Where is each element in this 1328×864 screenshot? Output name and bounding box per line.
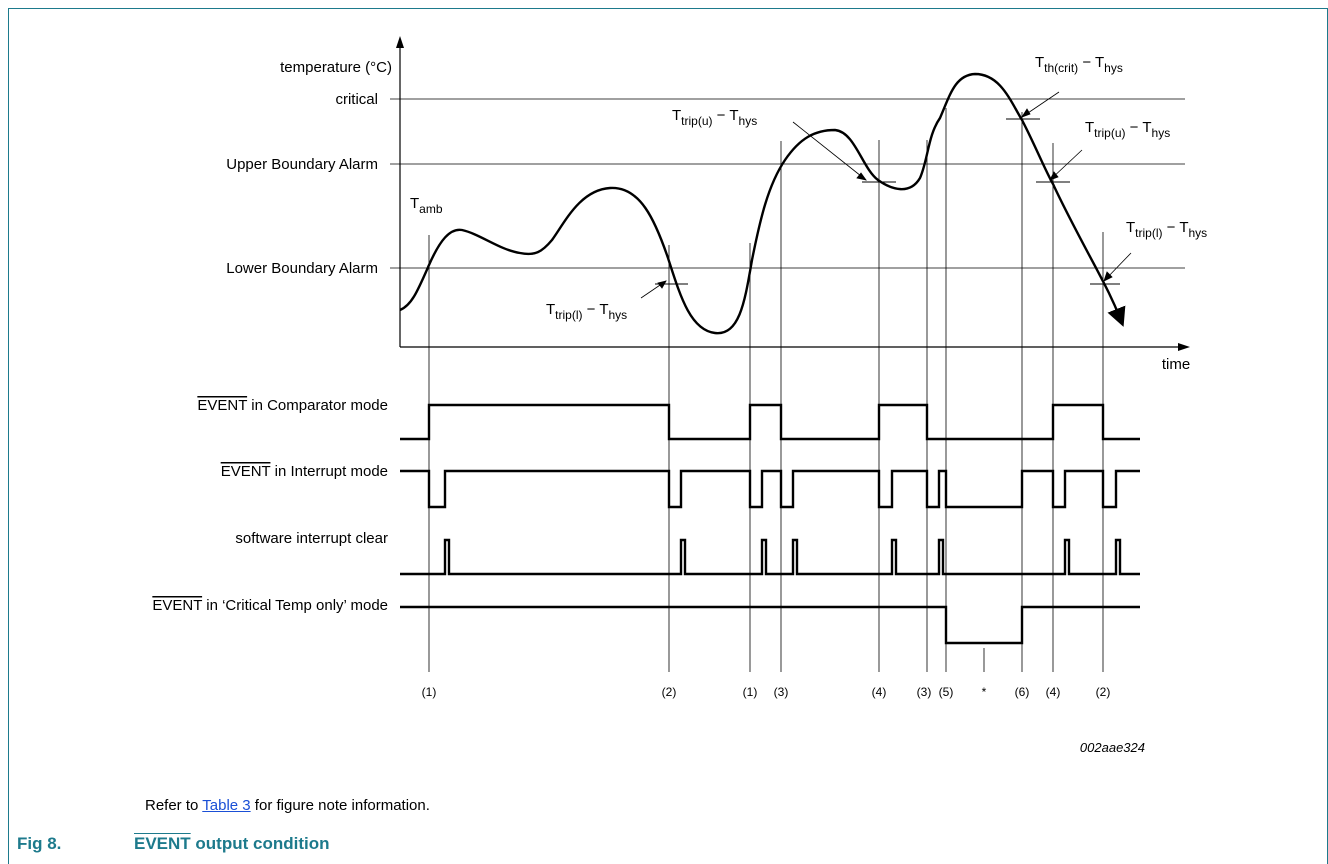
note-label: (2) xyxy=(1096,685,1111,699)
comparator-waveform xyxy=(400,403,1140,441)
label-leaders xyxy=(640,91,1132,299)
lower-level-label: Lower Boundary Alarm xyxy=(226,260,378,277)
figure-title-rest: output condition xyxy=(190,834,330,853)
comparator-mode-label: EVENT in Comparator mode xyxy=(197,397,388,414)
event-timing-diagram: temperature (°C) time critical Upper Bou… xyxy=(152,36,1207,755)
note-label: (4) xyxy=(872,685,887,699)
critical-level-label: critical xyxy=(335,91,378,108)
note-label: (1) xyxy=(743,685,758,699)
tamb-label: Tamb xyxy=(410,195,443,216)
trip-u-mid-label: Ttrip(u) − Thys xyxy=(672,107,757,128)
software-clear-label: software interrupt clear xyxy=(235,530,388,547)
note-label: (6) xyxy=(1015,685,1030,699)
figure-title: Fig 8. EVENT output condition xyxy=(17,834,329,854)
figure-title-event: EVENT xyxy=(134,834,191,853)
critical-only-mode-label: EVENT in ‘Critical Temp only’ mode xyxy=(152,597,388,614)
hysteresis-ticks xyxy=(655,118,1120,285)
figure-note: Refer to Table 3 for figure note informa… xyxy=(145,797,430,814)
figure-note-suffix: for figure note information. xyxy=(250,797,430,814)
figure-id: 002aae324 xyxy=(1080,740,1145,755)
trip-l-left-label: Ttrip(l) − Thys xyxy=(546,301,627,322)
software-clear-waveform xyxy=(400,538,1140,576)
figure-note-prefix: Refer to xyxy=(145,797,203,814)
th-crit-label: Tth(crit) − Thys xyxy=(1035,54,1123,75)
interrupt-waveform xyxy=(400,469,1140,509)
note-label: * xyxy=(982,685,987,699)
interrupt-mode-label: EVENT in Interrupt mode xyxy=(221,463,388,480)
note-label: (5) xyxy=(939,685,954,699)
critical-only-waveform xyxy=(400,605,1140,645)
note-label: (3) xyxy=(774,685,789,699)
upper-level-label: Upper Boundary Alarm xyxy=(226,156,378,173)
x-axis-label: time xyxy=(1162,356,1190,373)
table-3-link[interactable]: Table 3 xyxy=(202,797,251,814)
y-axis-arrow xyxy=(396,36,404,48)
y-axis-label: temperature (°C) xyxy=(280,59,392,76)
trip-l-right-label: Ttrip(l) − Thys xyxy=(1126,219,1207,240)
note-label: (2) xyxy=(662,685,677,699)
trip-u-right-label: Ttrip(u) − Thys xyxy=(1085,119,1170,140)
figure-number: Fig 8. xyxy=(17,834,62,853)
x-axis-arrow xyxy=(1178,343,1190,351)
note-label: (4) xyxy=(1046,685,1061,699)
note-label: (1) xyxy=(422,685,437,699)
temperature-curve xyxy=(399,72,1126,335)
note-labels: (1) (2) (1) (3) (4) (3) (5) * (6) (4) (2… xyxy=(422,685,1111,699)
note-label: (3) xyxy=(917,685,932,699)
event-markers xyxy=(428,108,1104,672)
